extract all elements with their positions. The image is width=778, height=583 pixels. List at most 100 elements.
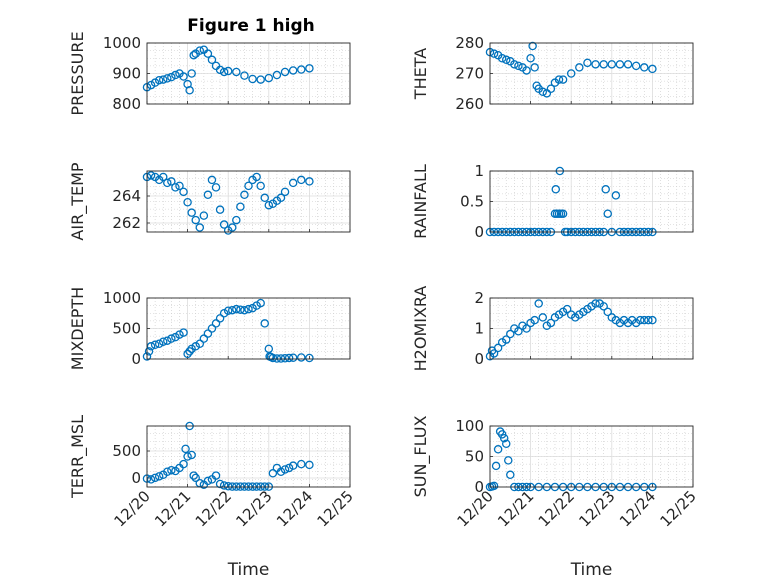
data-point [615,60,625,69]
data-point [501,335,511,344]
data-point [491,461,501,471]
data-point [185,347,194,356]
x-tick-label: 12/23 [575,487,618,530]
data-point [493,343,503,353]
data-point [171,70,180,80]
data-point [154,75,164,85]
y-tick-label: 0 [474,478,484,496]
data-point [236,305,245,314]
data-point [223,66,233,76]
data-point [288,353,298,362]
data-point [185,86,194,95]
data-point [522,66,531,75]
data-point [635,315,645,325]
data-point [187,208,196,217]
data-point [504,456,513,465]
y-tick-label: 260 [455,95,484,113]
data-point [575,63,584,72]
data-point [591,299,600,308]
data-point [297,65,306,74]
data-point [272,70,282,80]
y-tick-label: 262 [112,214,141,232]
data-point [223,481,233,491]
data-point [510,60,519,69]
data-point [179,72,188,81]
data-point [195,339,205,348]
data-point [228,223,237,232]
data-point [179,459,188,469]
data-point [154,339,164,348]
y-tick-label: 0 [131,469,141,487]
data-point [297,459,306,469]
data-point [211,319,221,328]
y-axis-label: MIXDEPTH [68,287,87,370]
data-point [640,63,649,72]
data-point [256,298,265,308]
subplot-6: 0 1 2 H2OMIXRA [411,286,694,372]
subplot-3: 262 264 AIR_TEMP [68,162,351,241]
x-tick-label: 12/25 [657,487,700,530]
data-point [215,65,225,75]
data-point [167,334,176,343]
data-point [648,64,657,74]
data-point [558,209,568,218]
data-point [187,450,196,460]
data-point [215,205,225,214]
data-point [207,55,217,65]
data-point [232,67,241,77]
data-point [489,349,499,358]
data-point [546,84,556,94]
y-axis-label: TERR_MSL [68,415,88,499]
data-point [215,314,225,323]
x-tick-label: 12/23 [232,487,275,530]
data-point [183,349,192,359]
data-point [171,183,180,192]
x-tick-label: 12/24 [273,487,316,530]
data-point [554,75,564,84]
data-point [158,75,168,84]
y-tick-label: 0 [474,350,484,368]
data-point [244,181,253,191]
data-point [207,175,217,185]
data-point [146,171,156,180]
data-point [179,187,188,197]
data-point [163,178,172,188]
subplot-2: 260 270 280 THETA [411,34,694,113]
data-point [297,175,306,185]
axes-box [146,42,351,105]
y-tick-label: 50 [465,448,484,466]
data-point [272,354,282,363]
data-point [163,336,172,345]
data-point [284,353,294,363]
x-tick-label: 12/22 [535,487,578,530]
data-point [489,481,499,491]
data-point [268,469,278,478]
data-point [207,324,217,333]
x-tick-label: 12/24 [616,487,659,530]
data-point [489,49,499,58]
x-tick-label: 12/22 [192,487,235,530]
data-point [538,313,548,322]
x-axis-label: Time [227,560,270,580]
data-point [244,304,253,314]
data-point [260,319,269,328]
data-point [195,223,205,232]
y-axis-label: SUN_FLUX [411,416,431,498]
y-axis-label: THETA [411,48,430,100]
data-point [150,340,160,350]
data-point [228,305,237,315]
data-point [183,197,192,207]
data-point [538,87,548,97]
data-point [631,61,641,71]
data-point [240,305,249,315]
data-point [528,41,537,51]
data-point [219,481,229,490]
subplot-8: 12/2012/2112/2212/2312/2412/25050100SUN_… [411,416,700,580]
data-point [199,211,209,220]
data-point [501,55,511,65]
axes-box [146,170,351,233]
data-point [546,318,556,328]
data-point [305,177,314,186]
y-axis-label: H2OMIXRA [411,286,430,372]
data-point [591,60,600,69]
